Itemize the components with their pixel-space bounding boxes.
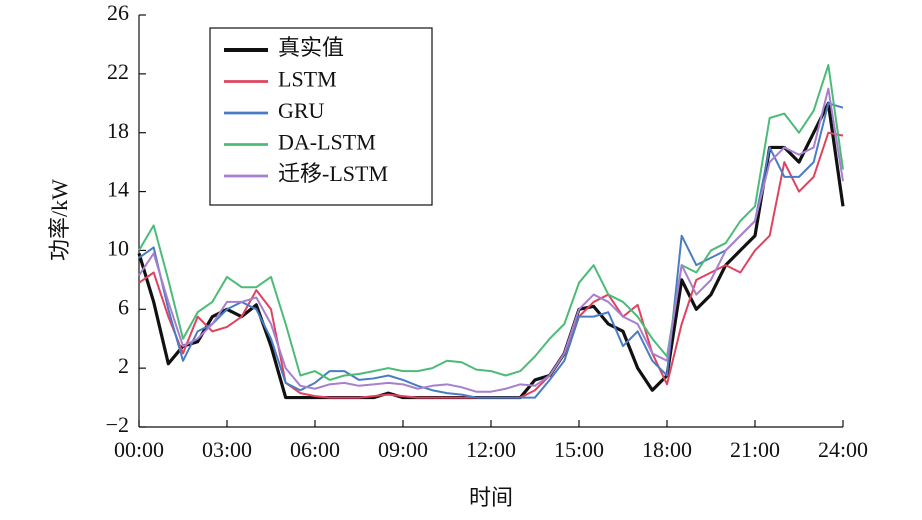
y-axis-label: 功率/kW <box>47 179 72 261</box>
legend-label: DA-LSTM <box>278 130 376 155</box>
y-tick-label: 2 <box>118 353 129 378</box>
series-line <box>138 87 844 393</box>
y-tick-label: 18 <box>107 118 129 143</box>
y-tick-label: 22 <box>107 59 129 84</box>
x-tick-label: 18:00 <box>642 437 692 462</box>
x-tick-label: 06:00 <box>290 437 340 462</box>
y-tick-label: −2 <box>106 412 129 437</box>
legend-label: GRU <box>278 98 325 123</box>
series-line <box>138 64 844 381</box>
x-tick-label: 00:00 <box>114 437 164 462</box>
legend-label: 迁移-LSTM <box>278 161 388 186</box>
y-tick-label: 26 <box>107 0 129 25</box>
x-tick-label: 03:00 <box>202 437 252 462</box>
y-tick-label: 10 <box>107 235 129 260</box>
x-tick-label: 09:00 <box>378 437 428 462</box>
x-tick-label: 24:00 <box>818 437 868 462</box>
x-axis-label: 时间 <box>469 485 513 510</box>
y-tick-label: 14 <box>107 177 129 202</box>
x-tick-label: 15:00 <box>554 437 604 462</box>
y-tick-label: 6 <box>118 294 129 319</box>
x-tick-label: 21:00 <box>730 437 780 462</box>
legend-label: 真实值 <box>278 35 344 60</box>
legend-label: LSTM <box>278 67 337 92</box>
x-tick-label: 12:00 <box>466 437 516 462</box>
